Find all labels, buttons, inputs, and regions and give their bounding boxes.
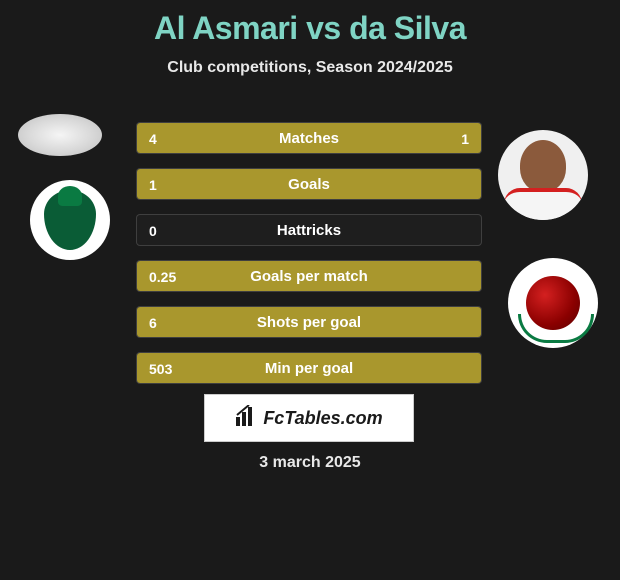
stat-label: Min per goal bbox=[137, 353, 481, 384]
player-photo-left bbox=[18, 114, 102, 156]
brand-badge: FcTables.com bbox=[204, 394, 414, 442]
stat-row: 503Min per goal bbox=[136, 352, 482, 384]
stat-row: 0Hattricks bbox=[136, 214, 482, 246]
stat-label: Hattricks bbox=[137, 215, 481, 246]
stat-row: 0.25Goals per match bbox=[136, 260, 482, 292]
stat-row: 6Shots per goal bbox=[136, 306, 482, 338]
comparison-title: Al Asmari vs da Silva bbox=[0, 0, 620, 47]
brand-text: FcTables.com bbox=[263, 408, 382, 429]
stat-label: Goals bbox=[137, 169, 481, 200]
player-photo-right bbox=[498, 130, 588, 220]
stats-chart: 41Matches 1Goals 0Hattricks 0.25Goals per m… bbox=[136, 122, 482, 398]
stat-label: Shots per goal bbox=[137, 307, 481, 338]
team-logo-right bbox=[508, 258, 598, 348]
generation-date: 3 march 2025 bbox=[0, 454, 620, 472]
team-logo-left bbox=[30, 180, 110, 260]
stat-row: 1Goals bbox=[136, 168, 482, 200]
comparison-subtitle: Club competitions, Season 2024/2025 bbox=[0, 59, 620, 77]
stat-label: Goals per match bbox=[137, 261, 481, 292]
stat-label: Matches bbox=[137, 123, 481, 154]
brand-icon bbox=[235, 405, 257, 432]
stat-row: 41Matches bbox=[136, 122, 482, 154]
